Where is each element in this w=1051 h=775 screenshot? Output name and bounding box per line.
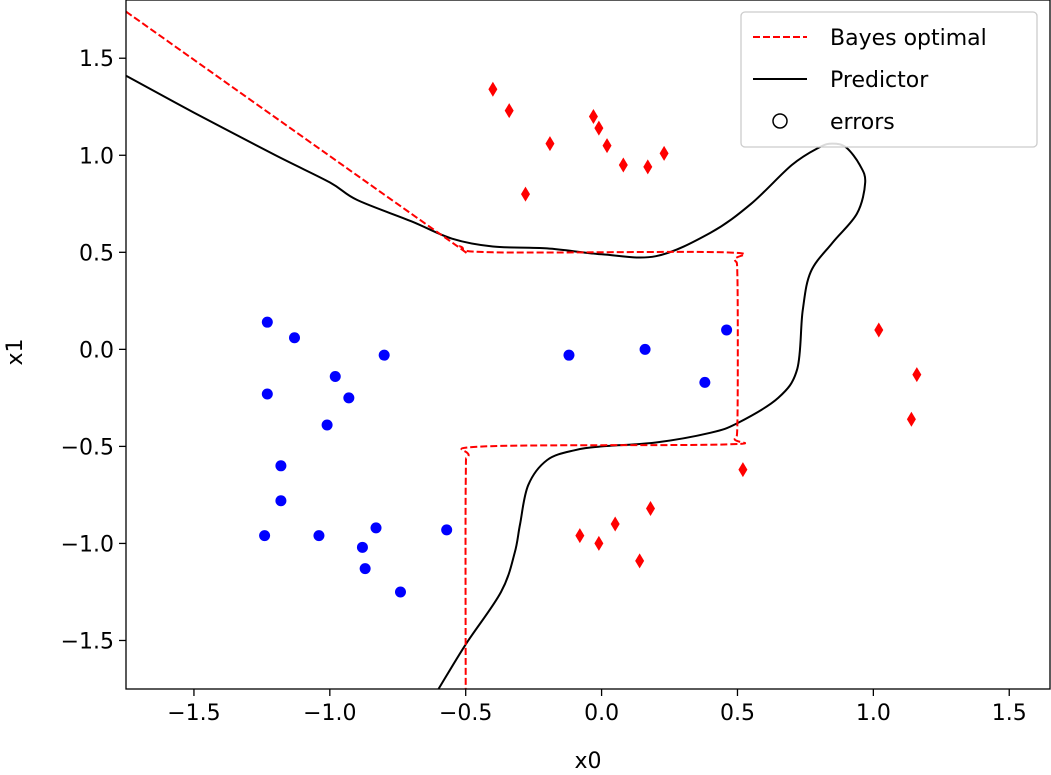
class-1-point: [610, 516, 620, 532]
class-0-point: [321, 419, 333, 431]
class-0-point: [394, 586, 406, 598]
x-tick-label: 0.5: [720, 701, 755, 726]
class-1-point: [504, 103, 514, 119]
class-1-point: [545, 136, 555, 152]
legend-predictor-label: Predictor: [830, 68, 929, 93]
class-1-point: [520, 186, 530, 202]
class-1-point: [643, 159, 653, 175]
class-1-point: [602, 138, 612, 154]
class-0-point: [356, 541, 368, 553]
class-1-point: [488, 81, 498, 97]
x-axis-ticks: −1.5 −1.0 −0.5 0.0 0.5 1.0 1.5: [167, 689, 1027, 726]
class-1-point: [646, 501, 656, 517]
bayes-optimal-curve: [126, 10, 746, 689]
legend-bayes-optimal-label: Bayes optimal: [830, 26, 987, 51]
x-tick-label: −1.0: [303, 701, 356, 726]
class-0-point: [329, 371, 341, 383]
curves-layer: [126, 10, 867, 689]
class-0-point: [563, 349, 575, 361]
x-axis-label: x0: [574, 749, 601, 774]
plot-frame: [125, 0, 1051, 690]
y-tick-label: 1.5: [79, 47, 114, 72]
class-0-point: [261, 388, 273, 400]
class-1-point: [588, 108, 598, 124]
y-axis-ticks: −1.5 −1.0 −0.5 0.0 0.5 1.0 1.5: [61, 47, 126, 654]
class-0-point: [378, 349, 390, 361]
y-tick-label: −1.0: [61, 532, 114, 557]
legend-box: [740, 11, 1038, 148]
class-0-point: [441, 524, 453, 536]
points-layer: [259, 81, 922, 598]
x-tick-label: −1.5: [167, 701, 220, 726]
x-tick-label: 1.5: [992, 701, 1027, 726]
y-tick-label: −1.5: [61, 629, 114, 654]
class-1-point: [594, 120, 604, 136]
class-1-point: [618, 157, 628, 173]
class-0-point: [699, 376, 711, 388]
class-0-point: [275, 495, 287, 507]
x-tick-label: 1.0: [856, 701, 891, 726]
legend-errors-label: errors: [830, 110, 895, 135]
class-1-point: [659, 145, 669, 161]
x-tick-label: 0.0: [584, 701, 619, 726]
class-0-point: [275, 460, 287, 472]
class-0-point: [288, 332, 300, 344]
class-0-point: [370, 522, 382, 534]
y-tick-label: 1.0: [79, 144, 114, 169]
class-1-point: [594, 535, 604, 551]
predictor-curve: [126, 74, 867, 689]
class-0-point: [721, 324, 733, 336]
class-0-point: [359, 563, 371, 575]
legend: Bayes optimal Predictor errors: [740, 11, 1038, 148]
class-1-point: [575, 528, 585, 544]
class-1-point: [912, 367, 922, 383]
class-0-point: [313, 530, 325, 542]
class-1-point: [874, 322, 884, 338]
y-tick-label: 0.5: [79, 241, 114, 266]
class-0-point: [261, 316, 273, 328]
class-1-point: [906, 411, 916, 427]
y-tick-label: 0.0: [79, 338, 114, 363]
class-1-point: [635, 553, 645, 569]
y-axis-label: x1: [3, 338, 28, 365]
class-1-point: [738, 462, 748, 478]
class-0-point: [639, 343, 651, 355]
class-0-point: [343, 392, 355, 404]
y-tick-label: −0.5: [61, 435, 114, 460]
x-tick-label: −0.5: [439, 701, 492, 726]
legend-errors-marker: [772, 113, 788, 129]
class-0-point: [259, 530, 271, 542]
